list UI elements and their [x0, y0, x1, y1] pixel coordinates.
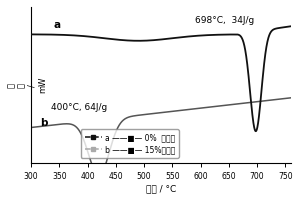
Text: 400°C, 64J/g: 400°C, 64J/g: [51, 103, 107, 112]
Text: 698°C,  34J/g: 698°C, 34J/g: [195, 16, 254, 25]
Text: b: b: [40, 118, 48, 128]
X-axis label: 温度 / °C: 温度 / °C: [146, 184, 176, 193]
Legend: a ——■— 0%  添加剂, b ——■— 15%添加剂: a ——■— 0% 添加剂, b ——■— 15%添加剂: [81, 129, 179, 158]
Text: a: a: [54, 20, 61, 30]
Y-axis label: 热
流
/
mW: 热 流 / mW: [7, 77, 47, 93]
